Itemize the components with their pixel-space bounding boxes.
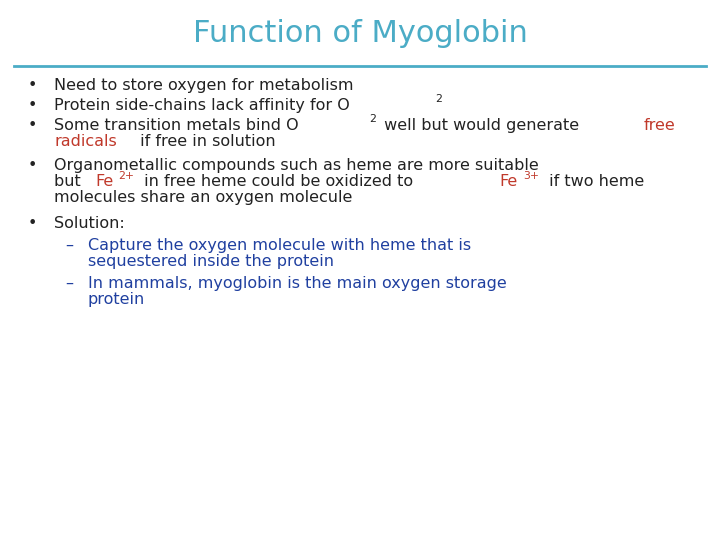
Text: •: •	[27, 158, 37, 173]
Text: Fe: Fe	[95, 174, 113, 190]
Text: Fe: Fe	[500, 174, 518, 190]
Text: 3+: 3+	[523, 171, 539, 180]
Text: –: –	[65, 238, 73, 253]
Text: sequestered inside the protein: sequestered inside the protein	[88, 254, 334, 269]
Text: Some transition metals bind O: Some transition metals bind O	[54, 118, 299, 133]
Text: 2: 2	[369, 114, 377, 124]
Text: In mammals, myoglobin is the main oxygen storage: In mammals, myoglobin is the main oxygen…	[88, 276, 507, 291]
Text: Solution:: Solution:	[54, 217, 125, 231]
Text: radicals: radicals	[54, 134, 117, 149]
Text: Organometallic compounds such as heme are more suitable: Organometallic compounds such as heme ar…	[54, 158, 539, 173]
Text: •: •	[27, 98, 37, 113]
Text: free: free	[644, 118, 675, 133]
Text: 2+: 2+	[119, 171, 135, 180]
Text: 2: 2	[436, 94, 443, 104]
Text: Function of Myoglobin: Function of Myoglobin	[192, 19, 528, 48]
Text: but: but	[54, 174, 86, 190]
Text: Need to store oxygen for metabolism: Need to store oxygen for metabolism	[54, 78, 354, 93]
Text: if free in solution: if free in solution	[135, 134, 276, 149]
Text: –: –	[65, 276, 73, 291]
Text: Protein side-chains lack affinity for O: Protein side-chains lack affinity for O	[54, 98, 350, 113]
Text: •: •	[27, 217, 37, 231]
Text: •: •	[27, 118, 37, 133]
Text: in free heme could be oxidized to: in free heme could be oxidized to	[140, 174, 418, 190]
Text: Capture the oxygen molecule with heme that is: Capture the oxygen molecule with heme th…	[88, 238, 471, 253]
Text: well but would generate: well but would generate	[379, 118, 584, 133]
Text: if two heme: if two heme	[544, 174, 644, 190]
Text: •: •	[27, 78, 37, 93]
Text: protein: protein	[88, 292, 145, 307]
Text: molecules share an oxygen molecule: molecules share an oxygen molecule	[54, 190, 352, 205]
